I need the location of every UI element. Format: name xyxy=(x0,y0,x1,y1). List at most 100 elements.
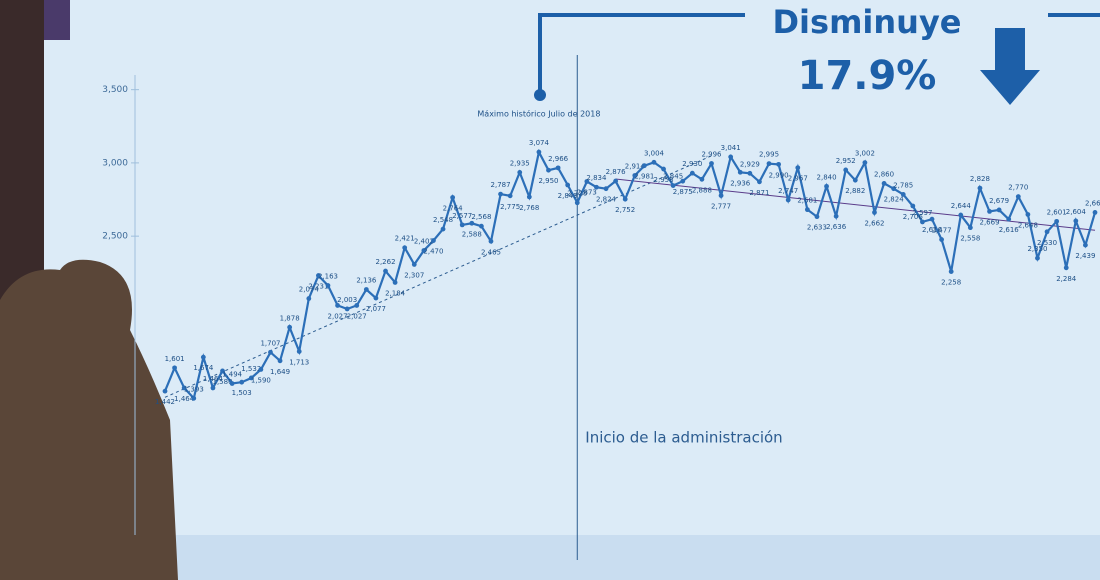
point xyxy=(651,159,657,165)
value-label: 2,840 xyxy=(817,173,837,181)
point xyxy=(824,183,829,189)
value-label: 2,470 xyxy=(423,248,443,256)
value-label: 2,477 xyxy=(932,227,952,235)
trend-up xyxy=(164,155,713,398)
point xyxy=(872,210,877,215)
value-label: 2,770 xyxy=(1008,184,1028,192)
value-label: 1,532 xyxy=(241,365,261,373)
point xyxy=(728,154,734,160)
peak-label: Máximo histórico Julio de 2018 xyxy=(477,109,600,119)
value-label: 2,764 xyxy=(443,204,464,212)
point xyxy=(814,214,820,220)
point xyxy=(929,216,935,222)
value-label: 2,597 xyxy=(912,209,932,217)
change: 17.9% xyxy=(798,53,937,99)
point xyxy=(536,149,542,155)
value-label: 2,681 xyxy=(797,197,817,205)
point xyxy=(296,349,302,354)
value-label: 2,728 xyxy=(567,190,587,198)
point xyxy=(162,388,168,394)
point xyxy=(517,170,523,175)
point xyxy=(574,200,580,206)
value-label: 2,421 xyxy=(395,235,415,243)
value-label: 2,439 xyxy=(1075,252,1095,260)
point xyxy=(680,178,686,184)
point xyxy=(766,161,772,167)
point xyxy=(709,161,714,166)
point xyxy=(459,222,465,228)
value-label: 2,824 xyxy=(596,196,617,204)
point xyxy=(920,219,925,225)
value-label: 2,995 xyxy=(759,151,779,159)
value-label: 2,262 xyxy=(375,258,395,266)
point xyxy=(335,303,340,308)
value-label: 2,981 xyxy=(634,173,654,181)
point xyxy=(191,395,197,401)
point xyxy=(411,262,417,267)
value-label: 2,785 xyxy=(893,181,913,189)
value-label: 2,616 xyxy=(922,226,943,234)
y-tick-label: 3,500 xyxy=(102,85,128,95)
value-label: 2,952 xyxy=(836,157,856,165)
value-label: 2,662 xyxy=(1085,199,1100,207)
value-label: 2,074 xyxy=(299,286,320,294)
point xyxy=(699,176,705,182)
point xyxy=(1054,218,1060,224)
value-label: 2,644 xyxy=(951,202,972,210)
point xyxy=(632,173,638,178)
value-label: 2,616 xyxy=(999,226,1020,234)
point xyxy=(776,161,782,167)
value-label: 2,648 xyxy=(1018,221,1038,229)
point xyxy=(507,193,513,199)
headline-bracket xyxy=(538,13,1100,95)
value-label: 2,876 xyxy=(606,168,627,176)
value-label: 2,834 xyxy=(586,174,607,182)
point xyxy=(488,238,494,244)
point xyxy=(670,183,676,189)
value-label: 2,588 xyxy=(462,230,482,238)
point xyxy=(958,212,964,218)
point xyxy=(737,169,743,175)
value-label: 3,041 xyxy=(721,144,741,152)
point xyxy=(584,179,590,184)
value-label: 1,674 xyxy=(193,364,214,372)
point xyxy=(881,181,887,186)
value-label: 2,849 xyxy=(558,192,578,200)
admin-label: Inicio de la administración xyxy=(585,429,782,447)
point xyxy=(603,186,609,192)
point xyxy=(967,225,973,231)
value-label: 2,307 xyxy=(404,271,424,279)
point xyxy=(661,166,666,172)
bracket-dot xyxy=(534,89,546,101)
point xyxy=(987,208,992,214)
point xyxy=(939,237,944,242)
plot: 2,500 3,000 3,500 Inicio de la administraci… xyxy=(102,55,1100,560)
y-tick-label: 2,500 xyxy=(102,232,128,242)
point xyxy=(450,195,456,200)
value-label: 1,464 xyxy=(174,395,195,403)
point xyxy=(1092,210,1098,215)
value-label: 2,930 xyxy=(682,160,702,168)
point xyxy=(795,165,801,171)
value-label: 2,860 xyxy=(874,170,894,178)
point xyxy=(181,385,187,391)
point xyxy=(248,375,254,381)
point xyxy=(996,207,1002,213)
value-label: 2,633 xyxy=(807,224,827,232)
value-label: 2,936 xyxy=(730,179,751,187)
point xyxy=(1035,255,1040,261)
value-label: 2,828 xyxy=(970,175,990,183)
point xyxy=(1063,265,1069,271)
value-label: 2,845 xyxy=(663,173,683,181)
point xyxy=(555,165,561,171)
point xyxy=(469,220,475,226)
point xyxy=(1015,194,1021,199)
point xyxy=(747,170,753,176)
value-label: 2,996 xyxy=(701,150,722,158)
point xyxy=(900,191,906,197)
value-label: 1,878 xyxy=(280,314,300,322)
point xyxy=(891,186,897,192)
point xyxy=(316,273,321,278)
value-label: 2,003 xyxy=(337,296,357,304)
value-label: 1,713 xyxy=(289,358,309,366)
